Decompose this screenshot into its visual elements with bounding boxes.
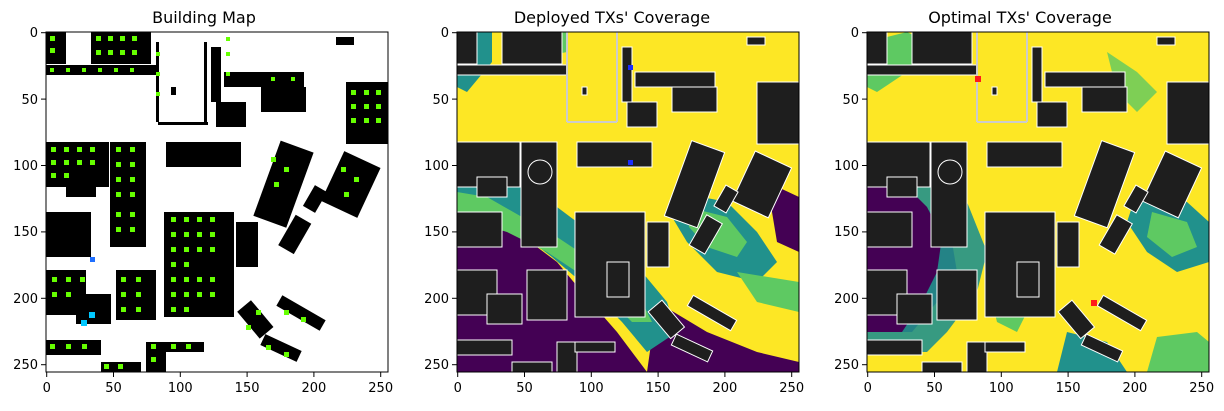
x-tick-label: 250 (1189, 381, 1214, 396)
plot-frame (866, 31, 1210, 373)
coverage-mid-high (1147, 212, 1197, 257)
chart-svg: 0 50 100 150 200 250 0 50 100 (424, 26, 804, 396)
tx-marker (975, 76, 981, 82)
x-tick-label: 150 (646, 381, 671, 396)
x-tick-label: 200 (1122, 381, 1147, 396)
x-axis: 0 50 100 150 200 250 (43, 372, 393, 396)
road-outline (566, 32, 618, 123)
coverage-mid-high (737, 272, 799, 312)
x-tick-label: 100 (579, 381, 604, 396)
cyan-marker (81, 320, 87, 326)
plot-frame (45, 31, 389, 373)
y-tick-label: 150 (424, 225, 449, 240)
chart-title: Building Map (152, 8, 256, 27)
x-tick-label: 0 (43, 381, 51, 396)
x-tick-label: 200 (712, 381, 737, 396)
y-tick-label: 100 (13, 159, 38, 174)
coverage-mid-high (1147, 332, 1209, 372)
x-tick-label: 50 (926, 381, 943, 396)
chart-title: Optimal TXs' Coverage (928, 8, 1112, 27)
buildings (457, 32, 799, 372)
green-markers (50, 36, 381, 369)
panel-building-map: Building Map (0, 0, 408, 407)
x-tick-label: 150 (235, 381, 260, 396)
x-tick-label: 250 (779, 381, 804, 396)
x-tick-label: 200 (301, 381, 326, 396)
tx-marker (1091, 300, 1097, 306)
y-tick-label: 150 (834, 225, 859, 240)
y-axis: 0 50 100 150 200 250 (424, 26, 457, 373)
y-tick-label: 200 (13, 292, 38, 307)
panel-deployed-coverage: Deployed TXs' Coverage (408, 0, 816, 407)
coverage-low (647, 302, 799, 372)
coverage-mid (1057, 332, 1127, 372)
y-tick-label: 100 (424, 159, 449, 174)
coverage-mid-high (1107, 52, 1157, 112)
x-tick-label: 150 (1056, 381, 1081, 396)
y-axis: 0 50 100 150 200 250 (834, 26, 867, 373)
panel-optimal-coverage: Optimal TXs' Coverage (816, 0, 1224, 407)
chart-svg: 0 50 100 150 200 250 0 50 100 (13, 26, 393, 396)
y-tick-label: 250 (834, 358, 859, 373)
x-axis: 0 50 100 150 200 250 (454, 372, 804, 396)
x-tick-label: 50 (105, 381, 122, 396)
y-tick-label: 200 (834, 292, 859, 307)
x-tick-label: 0 (864, 381, 872, 396)
tx-marker (90, 257, 95, 262)
y-tick-label: 0 (851, 26, 859, 41)
tx-marker (628, 160, 633, 165)
y-tick-label: 250 (424, 358, 449, 373)
plot-frame (456, 31, 800, 373)
y-axis: 0 50 100 150 200 250 (13, 26, 46, 373)
buildings (867, 32, 1209, 372)
x-axis: 0 50 100 150 200 250 (864, 372, 1214, 396)
y-tick-label: 200 (424, 292, 449, 307)
y-tick-label: 150 (13, 225, 38, 240)
x-tick-label: 250 (368, 381, 393, 396)
buildings (46, 32, 388, 372)
y-tick-label: 50 (842, 93, 859, 108)
x-tick-label: 100 (989, 381, 1014, 396)
chart-svg: 0 50 100 150 200 250 0 50 100 (834, 26, 1214, 396)
y-tick-label: 50 (432, 93, 449, 108)
y-tick-label: 0 (30, 26, 38, 41)
y-tick-label: 250 (13, 358, 38, 373)
x-tick-label: 100 (168, 381, 193, 396)
x-tick-label: 50 (516, 381, 533, 396)
chart-title: Deployed TXs' Coverage (513, 8, 711, 27)
y-tick-label: 100 (834, 159, 859, 174)
y-tick-label: 50 (21, 93, 38, 108)
tx-marker (628, 65, 633, 70)
x-tick-label: 0 (454, 381, 462, 396)
y-tick-label: 0 (441, 26, 449, 41)
cyan-marker (89, 312, 95, 318)
